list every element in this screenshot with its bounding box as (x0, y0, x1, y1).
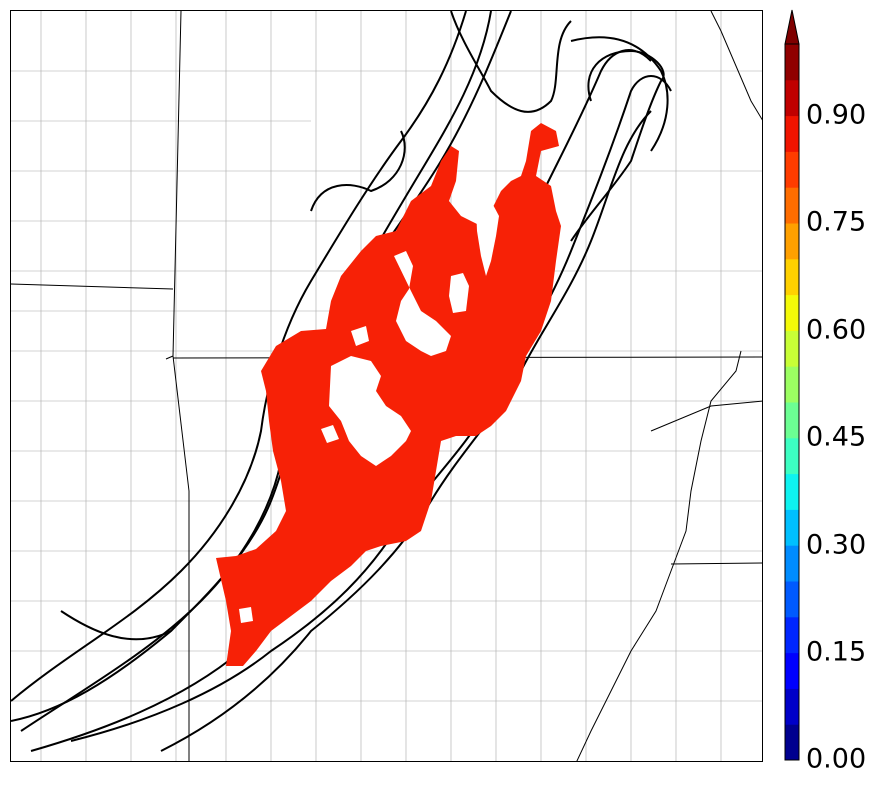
colorbar-tick-label: 0.15 (806, 636, 867, 668)
colorbar-segment (785, 724, 799, 761)
colorbar (784, 9, 800, 761)
colorbar-segment (785, 79, 799, 117)
colorbar-segment (785, 402, 799, 439)
colorbar-segment (785, 545, 799, 582)
colorbar-segment (785, 366, 799, 403)
colorbar-segment (785, 616, 799, 654)
colorbar-tick-label: 0.30 (806, 529, 867, 561)
colorbar-tick-label: 0.75 (806, 206, 867, 238)
map-panel (10, 10, 763, 762)
colorbar-frame (784, 43, 800, 761)
colorbar-segment (785, 44, 799, 81)
colorbar-segment (785, 473, 799, 510)
colorbar-tick-label: 0.90 (806, 99, 867, 131)
colorbar-segment (785, 258, 799, 296)
colorbar-extend-arrow (784, 9, 800, 45)
colorbar-segment (785, 187, 799, 224)
colorbar-tick-label: 0.45 (806, 421, 867, 453)
colorbar-segment (785, 688, 799, 725)
colorbar-tick-label: 0.60 (806, 314, 867, 346)
colorbar-segment (785, 581, 799, 618)
colorbar-tick-label: 0.00 (806, 743, 867, 775)
colorbar-segment (785, 330, 799, 367)
colorbar-segment (785, 294, 799, 331)
colorbar-segment (785, 437, 799, 475)
colorbar-segment (785, 151, 799, 188)
colorbar-segment (785, 223, 799, 260)
colorbar-segment (785, 652, 799, 689)
colorbar-segment (785, 509, 799, 546)
map-canvas (11, 11, 762, 761)
probability-swath (216, 123, 561, 666)
colorbar-segment (785, 115, 799, 152)
state-borders (11, 11, 762, 761)
